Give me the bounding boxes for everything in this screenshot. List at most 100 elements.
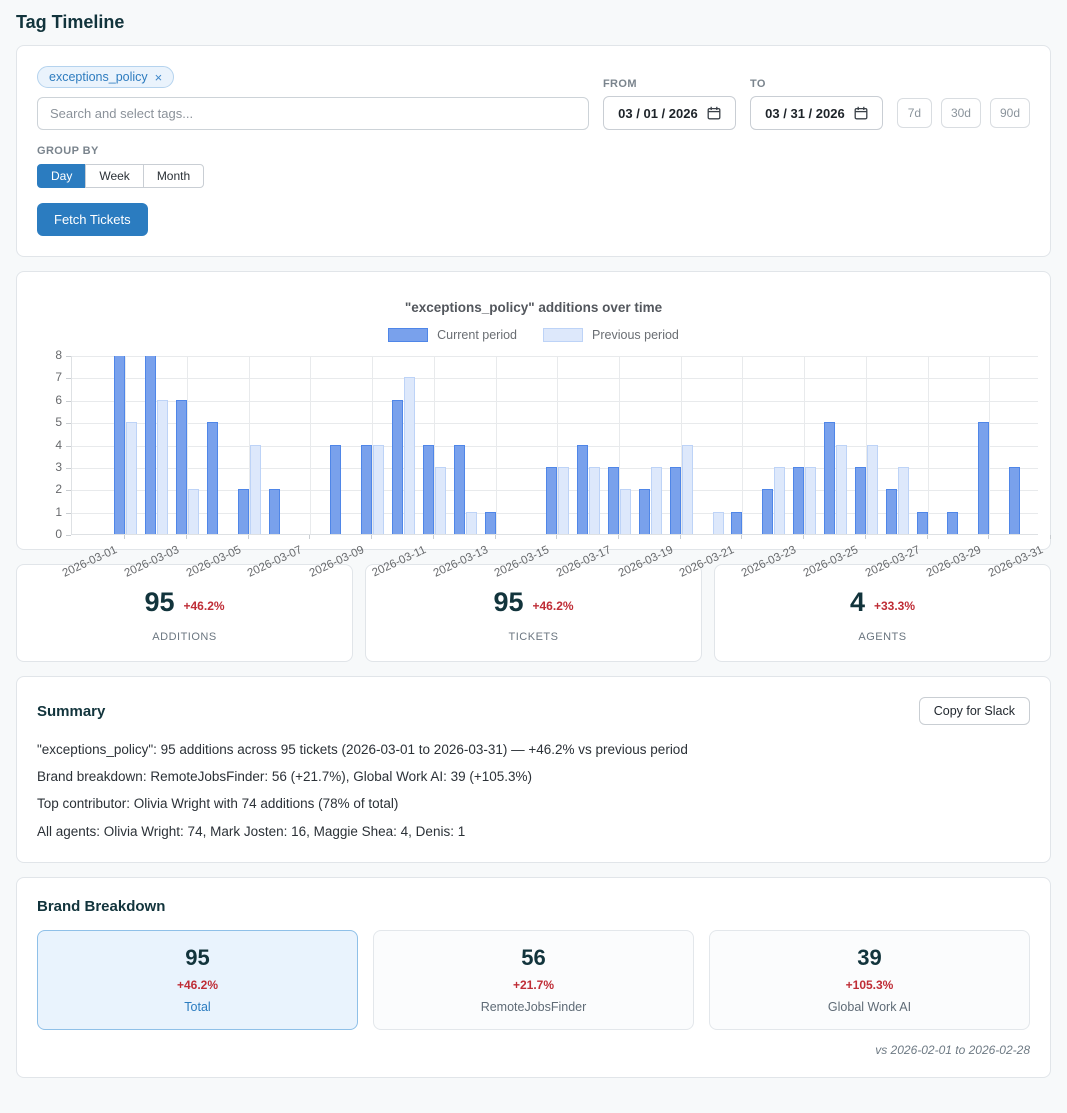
x-gridline — [927, 356, 929, 534]
from-date-value: 03 / 01 / 2026 — [618, 105, 698, 121]
calendar-icon — [707, 106, 721, 120]
stat-value: 4 — [849, 587, 865, 617]
y-axis-tick-label: 6 — [55, 392, 62, 407]
x-axis-tick — [1050, 535, 1051, 539]
bar-previous-2026-03-20 — [712, 511, 724, 534]
group-by-option-week[interactable]: Week — [85, 164, 144, 188]
bar-current-2026-03-12 — [453, 444, 465, 534]
summary-line: "exceptions_policy": 95 additions across… — [37, 742, 688, 757]
tag-search-input[interactable] — [37, 97, 589, 130]
remove-tag-icon[interactable]: × — [154, 69, 163, 85]
x-gridline — [372, 356, 374, 534]
x-axis-tick-label: 2026-03-07 — [246, 544, 305, 580]
brand-comparison-footnote: vs 2026-02-01 to 2026-02-28 — [875, 1042, 1030, 1057]
brand-value: 56 — [521, 945, 546, 971]
x-axis-tick — [371, 535, 373, 539]
stat-delta: +46.2% — [183, 599, 225, 613]
chart-panel: "exceptions_policy" additions over time … — [16, 271, 1051, 580]
brand-breakdown-panel: Brand Breakdown 95 +46.2% Total 56 +21.7% Rem… — [16, 876, 1051, 1078]
y-axis-tick — [66, 512, 71, 514]
y-axis-tick — [66, 490, 71, 492]
legend-swatch — [543, 328, 584, 342]
x-axis-tick — [988, 535, 990, 539]
legend-item-current-period[interactable]: Current period — [388, 328, 517, 342]
stat-label: ADDITIONS — [152, 631, 217, 643]
brand-card-global-work-ai[interactable]: 39 +105.3% Global Work AI — [709, 929, 1030, 1030]
from-label: FROM — [602, 78, 637, 90]
quick-range-7d-button[interactable]: 7d — [896, 98, 932, 128]
x-axis-tick — [679, 535, 681, 539]
bar-current-2026-03-13 — [484, 511, 496, 534]
from-date-input[interactable]: 03 / 01 / 2026 — [602, 96, 736, 130]
bar-previous-2026-03-11 — [434, 466, 446, 534]
y-axis-tick-label: 5 — [55, 415, 62, 430]
quick-range-90d-button[interactable]: 90d — [989, 98, 1030, 128]
x-gridline — [804, 356, 806, 534]
bar-current-2026-03-06 — [268, 489, 280, 534]
bar-current-2026-03-04 — [206, 422, 218, 534]
bar-current-2026-03-28 — [947, 511, 959, 534]
x-axis-tick-label: 2026-03-19 — [616, 544, 675, 580]
bar-current-2026-03-17 — [608, 466, 619, 534]
x-gridline — [495, 356, 497, 534]
group-by-option-day[interactable]: Day — [37, 164, 87, 188]
legend-label: Previous period — [592, 328, 679, 342]
stat-value: 95 — [144, 587, 175, 617]
x-axis-tick-label: 2026-03-05 — [184, 544, 243, 580]
y-axis-tick — [66, 535, 71, 536]
bar-current-2026-03-03 — [176, 399, 187, 534]
stat-label: AGENTS — [858, 631, 907, 643]
legend-item-previous-period[interactable]: Previous period — [543, 328, 679, 342]
filters-panel: exceptions_policy × FROM 03 / 01 / 2026 … — [16, 45, 1051, 257]
x-axis-tick-label: 2026-03-21 — [678, 544, 737, 580]
x-axis-tick — [186, 535, 187, 539]
bar-current-2026-03-26 — [885, 489, 897, 534]
x-gridline — [310, 356, 312, 534]
y-axis-tick-label: 3 — [55, 459, 62, 474]
x-axis-tick-label: 2026-03-29 — [924, 544, 984, 580]
copy-for-slack-button[interactable]: Copy for Slack — [918, 697, 1030, 725]
bar-previous-2026-03-09 — [373, 444, 385, 534]
quick-range-30d-button[interactable]: 30d — [940, 98, 981, 128]
x-axis-tick-label: 2026-03-11 — [370, 544, 428, 580]
y-axis-tick — [66, 423, 71, 425]
stat-card-tickets: 95 +46.2% TICKETS — [365, 564, 702, 662]
bar-previous-2026-03-02 — [157, 399, 169, 534]
group-by-option-month[interactable]: Month — [142, 164, 205, 188]
brand-card-total[interactable]: 95 +46.2% Total — [37, 929, 358, 1030]
summary-line: All agents: Olivia Wright: 74, Mark Jost… — [37, 823, 466, 839]
x-gridline — [865, 356, 867, 534]
chart-x-axis: 2026-03-01 2026-03-03 2026-03-05 2026-03-07… — [61, 535, 1051, 597]
x-axis-tick — [864, 535, 866, 539]
to-date-value: 03 / 31 / 2026 — [765, 105, 845, 121]
bar-previous-2026-03-17 — [620, 489, 631, 534]
x-gridline — [557, 356, 559, 534]
x-gridline — [248, 356, 250, 534]
stat-delta: +33.3% — [873, 599, 916, 613]
y-axis-tick — [66, 400, 71, 402]
bar-current-2026-03-16 — [577, 444, 589, 534]
x-gridline — [125, 356, 127, 534]
brand-card-remotejobsfinder[interactable]: 56 +21.7% RemoteJobsFinder — [373, 929, 694, 1030]
bar-previous-2026-03-23 — [805, 466, 817, 534]
stat-label: TICKETS — [508, 631, 559, 643]
x-axis-tick-label: 2026-03-27 — [863, 544, 922, 580]
stat-delta: +46.2% — [532, 599, 574, 613]
chart-grid — [71, 356, 1038, 535]
y-axis-tick — [66, 467, 71, 469]
summary-panel: Summary Copy for Slack "exceptions_polic… — [16, 676, 1051, 863]
brand-label: RemoteJobsFinder — [480, 1000, 587, 1015]
x-axis-tick — [124, 535, 126, 539]
to-date-input[interactable]: 03 / 31 / 2026 — [749, 96, 883, 130]
bar-current-2026-03-21 — [731, 511, 743, 534]
bar-current-2026-03-22 — [762, 489, 774, 534]
bar-previous-2026-03-16 — [589, 466, 601, 534]
x-axis-tick-label: 2026-03-01 — [60, 544, 120, 580]
bar-current-2026-03-23 — [793, 466, 805, 534]
y-gridline — [72, 445, 1038, 447]
bar-previous-2026-03-19 — [681, 444, 693, 534]
fetch-tickets-button[interactable]: Fetch Tickets — [37, 203, 148, 236]
bar-current-2026-03-01 — [114, 356, 126, 534]
brand-value: 95 — [185, 945, 210, 971]
bar-current-2026-03-15 — [546, 466, 558, 534]
